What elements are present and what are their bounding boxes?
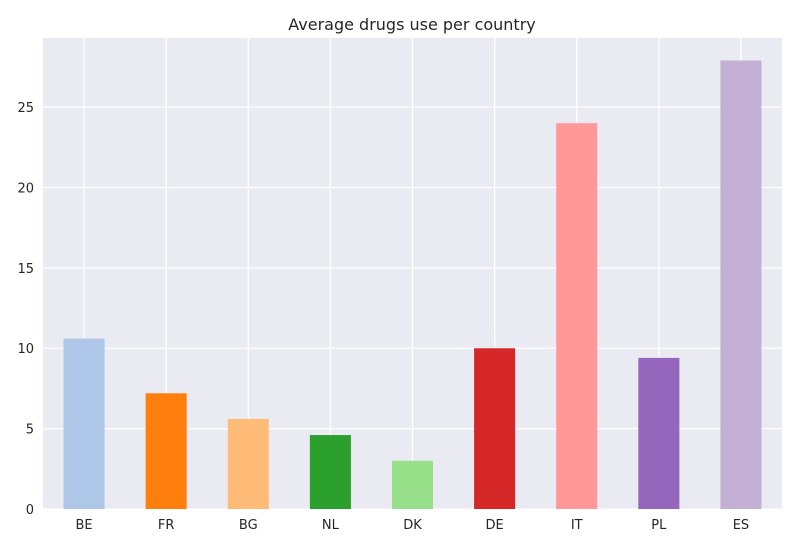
bar-pl [638, 357, 680, 509]
x-tick-label: DK [403, 518, 422, 533]
x-tick-label: FR [158, 518, 175, 533]
x-axis-tick-labels: BE FR BG NL DK DE IT PL ES [75, 518, 749, 533]
y-axis-tick-labels: 0 5 10 15 20 25 [17, 101, 34, 518]
y-tick-label: 25 [17, 101, 34, 116]
bar-nl [309, 435, 351, 509]
bars [63, 60, 762, 510]
x-tick-label: DE [485, 518, 503, 533]
x-tick-label: NL [322, 518, 340, 533]
y-tick-label: 20 [17, 181, 34, 196]
x-tick-label: PL [651, 518, 667, 533]
bar-dk [391, 460, 434, 509]
bar-es [720, 60, 762, 509]
bar-de [474, 348, 516, 509]
x-tick-label: BG [239, 518, 258, 533]
y-tick-label: 5 [26, 423, 34, 438]
bar-it [556, 123, 598, 510]
x-tick-label: ES [733, 518, 749, 533]
x-tick-label: IT [571, 518, 583, 533]
y-tick-label: 0 [26, 503, 34, 518]
y-tick-label: 10 [17, 342, 34, 357]
bar-bg [227, 418, 269, 509]
y-tick-label: 15 [17, 262, 34, 277]
bar-fr [145, 393, 187, 509]
chart-title: Average drugs use per country [288, 15, 536, 34]
x-tick-label: BE [75, 518, 92, 533]
bar-be [63, 338, 105, 509]
